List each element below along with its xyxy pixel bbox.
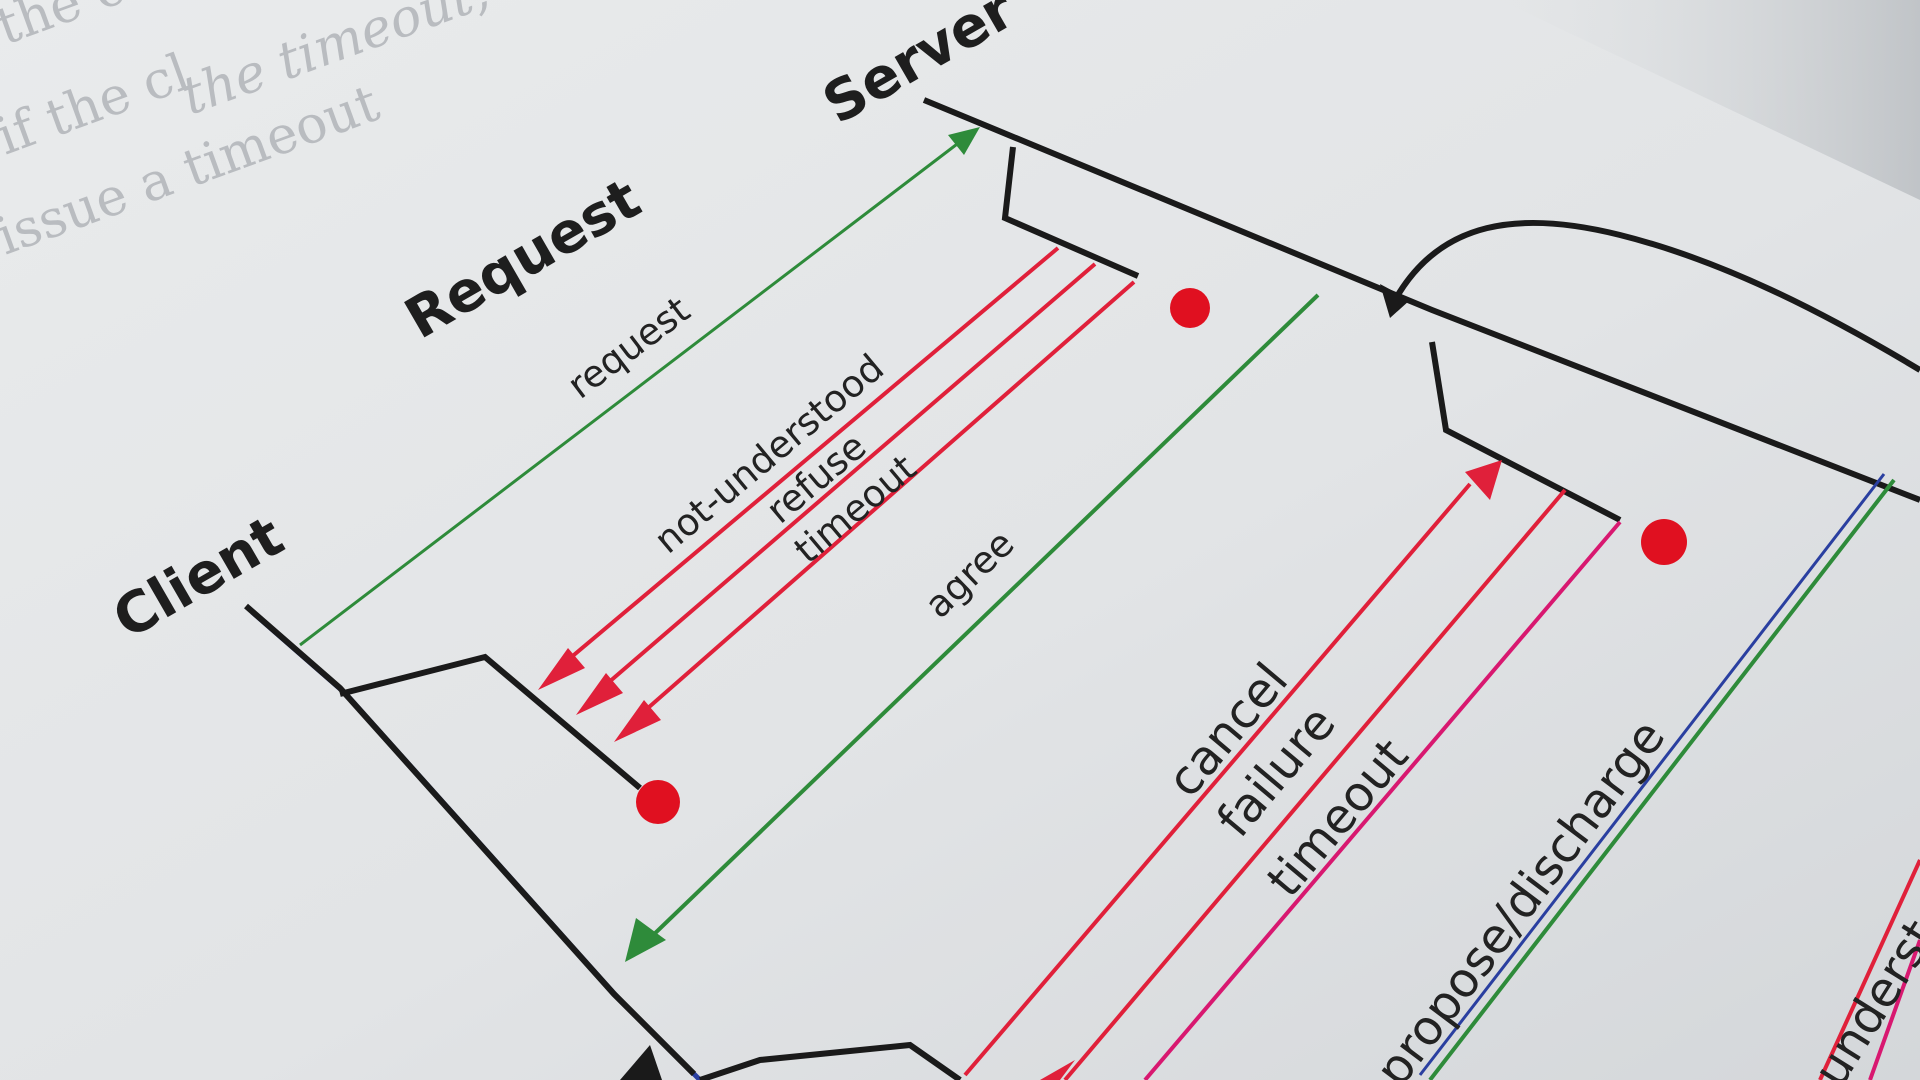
cancel-arrow <box>963 460 1502 1077</box>
failure-arrow <box>1040 488 1567 1080</box>
refuse-arrow <box>576 262 1097 715</box>
request-arrow <box>299 127 980 647</box>
server-terminator-2 <box>1641 519 1687 565</box>
server-terminator-1 <box>1170 288 1210 328</box>
partial-arrowhead <box>620 1045 662 1080</box>
client-terminator-1 <box>636 780 680 824</box>
right-edge-arrows <box>1818 859 1920 1080</box>
timeout-arrow-2 <box>1143 520 1622 1080</box>
propose-discharge-arrow <box>1418 473 1896 1080</box>
not-understood-arrow <box>538 246 1060 690</box>
agree-arrow <box>625 293 1320 962</box>
server-lifeline <box>922 97 1920 523</box>
client-lifeline <box>244 603 962 1080</box>
timeout-arrow-1 <box>614 280 1136 742</box>
paper-shadow <box>1500 0 1920 200</box>
